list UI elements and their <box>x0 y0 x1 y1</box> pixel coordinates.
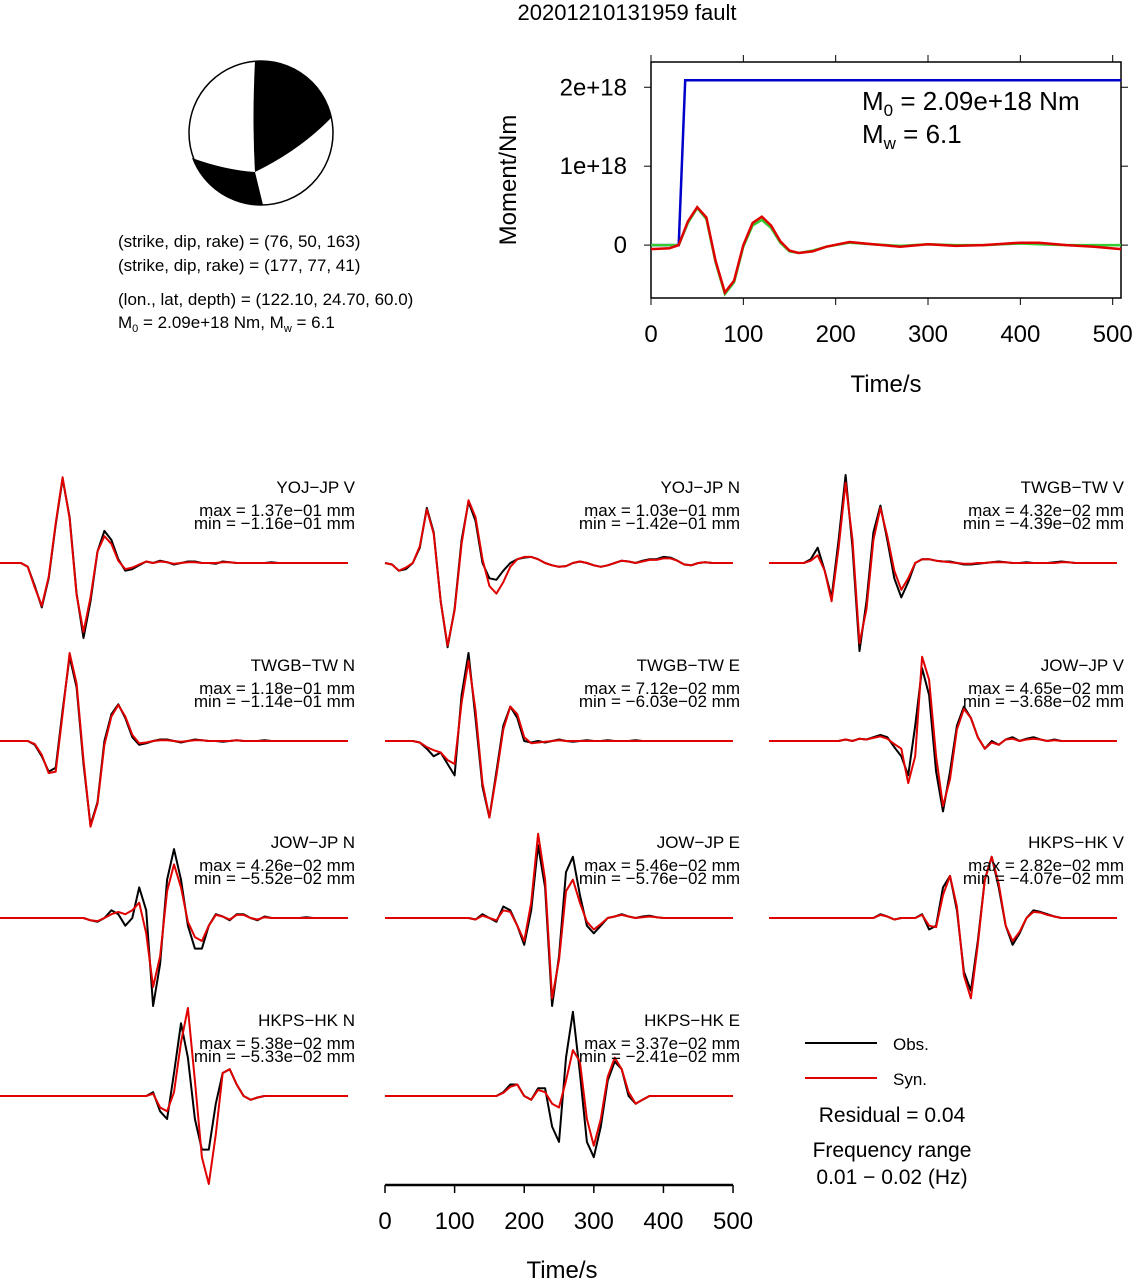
max-label: max = 3.37e−02 mm <box>584 1034 740 1053</box>
plot-frame <box>650 61 1122 299</box>
x-tick-label: 500 <box>713 1208 753 1235</box>
compression-quadrant <box>253 60 331 172</box>
frequency-title: Frequency range <box>813 1139 972 1162</box>
text-part: = 6.1 <box>292 313 335 332</box>
max-label: max = 4.65e−02 mm <box>968 679 1124 698</box>
max-label: max = 4.26e−02 mm <box>199 856 355 875</box>
waveform <box>769 855 1117 1000</box>
x-tick-label: 0 <box>378 1208 391 1235</box>
mechanism-line: (lon., lat, depth) = (122.10, 24.70, 60.… <box>118 290 413 309</box>
x-tick-label: 300 <box>908 321 948 348</box>
station-label: JOW−JP V <box>1041 656 1125 675</box>
station-label: JOW−JP N <box>271 833 355 852</box>
min-label: min = −1.14e−01 mm <box>194 692 355 711</box>
x-tick-label: 100 <box>435 1208 475 1235</box>
min-label: min = −6.03e−02 mm <box>579 692 740 711</box>
beachball <box>188 60 334 206</box>
text-part: = 2.09e+18 Nm, M <box>138 313 284 332</box>
max-label: max = 5.46e−02 mm <box>584 856 740 875</box>
text-part: = 2.09e+18 Nm <box>893 86 1079 116</box>
moment-line <box>650 205 1122 296</box>
y-tick-label: 0 <box>614 232 627 259</box>
residual: Residual = 0.04 <box>819 1104 966 1127</box>
waveform <box>385 1049 733 1147</box>
max-label: max = 1.18e−01 mm <box>199 679 355 698</box>
station-label: YOJ−JP V <box>276 478 355 497</box>
x-tick-label: 400 <box>643 1208 683 1235</box>
x-tick-label: 500 <box>1093 321 1133 348</box>
station-label: YOJ−JP N <box>660 478 740 497</box>
min-label: min = −4.07e−02 mm <box>963 869 1124 888</box>
x-tick-label: 100 <box>723 321 763 348</box>
x-axis-label: Time/s <box>526 1257 597 1281</box>
text-part: M <box>118 313 132 332</box>
text-part: = 6.1 <box>896 119 962 149</box>
waveform <box>0 476 348 633</box>
subscript: w <box>883 134 897 153</box>
station-label: HKPS−HK V <box>1028 833 1125 852</box>
y-axis-label: Moment/Nm <box>495 115 522 246</box>
max-label: max = 1.37e−01 mm <box>199 501 355 520</box>
x-tick-label: 400 <box>1000 321 1040 348</box>
waveform <box>769 481 1117 645</box>
min-label: min = −5.52e−02 mm <box>194 869 355 888</box>
waveform <box>0 652 348 828</box>
station-label: TWGB−TW V <box>1021 478 1125 497</box>
title: 20201210131959 fault <box>518 0 737 25</box>
min-label: min = −3.68e−02 mm <box>963 692 1124 711</box>
waveform <box>385 832 733 1000</box>
text-part: M <box>862 119 884 149</box>
subscript: 0 <box>884 101 893 120</box>
max-label: max = 7.12e−02 mm <box>584 679 740 698</box>
compression-quadrant <box>192 158 263 206</box>
moment-line: M0 = 2.09e+18 Nm, Mw = 6.1 <box>118 313 335 335</box>
station-label: HKPS−HK N <box>258 1011 355 1030</box>
x-tick-label: 200 <box>816 321 856 348</box>
waveform <box>384 499 733 647</box>
min-label: min = −5.33e−02 mm <box>194 1047 355 1066</box>
max-label: max = 2.82e−02 mm <box>968 856 1124 875</box>
station-label: JOW−JP E <box>657 833 740 852</box>
station-label: HKPS−HK E <box>644 1011 740 1030</box>
station-label: TWGB−TW N <box>251 656 355 675</box>
text-part: M <box>862 86 884 116</box>
frequency-range: 0.01 − 0.02 (Hz) <box>816 1166 967 1189</box>
mechanism-line: (strike, dip, rake) = (76, 50, 163) <box>118 232 360 251</box>
x-tick-label: 300 <box>574 1208 614 1235</box>
max-label: max = 1.03e−01 mm <box>584 501 740 520</box>
min-label: min = −4.39e−02 mm <box>963 514 1124 533</box>
station-label: TWGB−TW E <box>637 656 740 675</box>
min-label: min = −1.42e−01 mm <box>579 514 740 533</box>
subscript: 0 <box>132 323 138 335</box>
max-label: max = 5.38e−02 mm <box>199 1034 355 1053</box>
waveform <box>0 863 348 988</box>
x-tick-label: 0 <box>644 321 657 348</box>
y-tick-label: 2e+18 <box>560 74 627 101</box>
max-label: max = 4.32e−02 mm <box>968 501 1124 520</box>
legend-label: Obs. <box>893 1035 929 1054</box>
min-label: min = −2.41e−02 mm <box>579 1047 740 1066</box>
min-label: min = −5.76e−02 mm <box>579 869 740 888</box>
x-axis-label: Time/s <box>850 371 921 398</box>
waveform <box>0 1007 348 1185</box>
y-tick-label: 1e+18 <box>560 153 627 180</box>
mechanism-line: (strike, dip, rake) = (177, 77, 41) <box>118 256 360 275</box>
min-label: min = −1.16e−01 mm <box>194 514 355 533</box>
x-tick-label: 200 <box>504 1208 544 1235</box>
waveform <box>769 655 1117 807</box>
legend-label: Syn. <box>893 1070 927 1089</box>
annotation: M0 = 2.09e+18 Nm <box>862 86 1080 120</box>
subscript: w <box>283 323 292 335</box>
waveform <box>385 652 733 819</box>
waveform <box>385 659 733 819</box>
annotation: Mw = 6.1 <box>862 119 962 153</box>
